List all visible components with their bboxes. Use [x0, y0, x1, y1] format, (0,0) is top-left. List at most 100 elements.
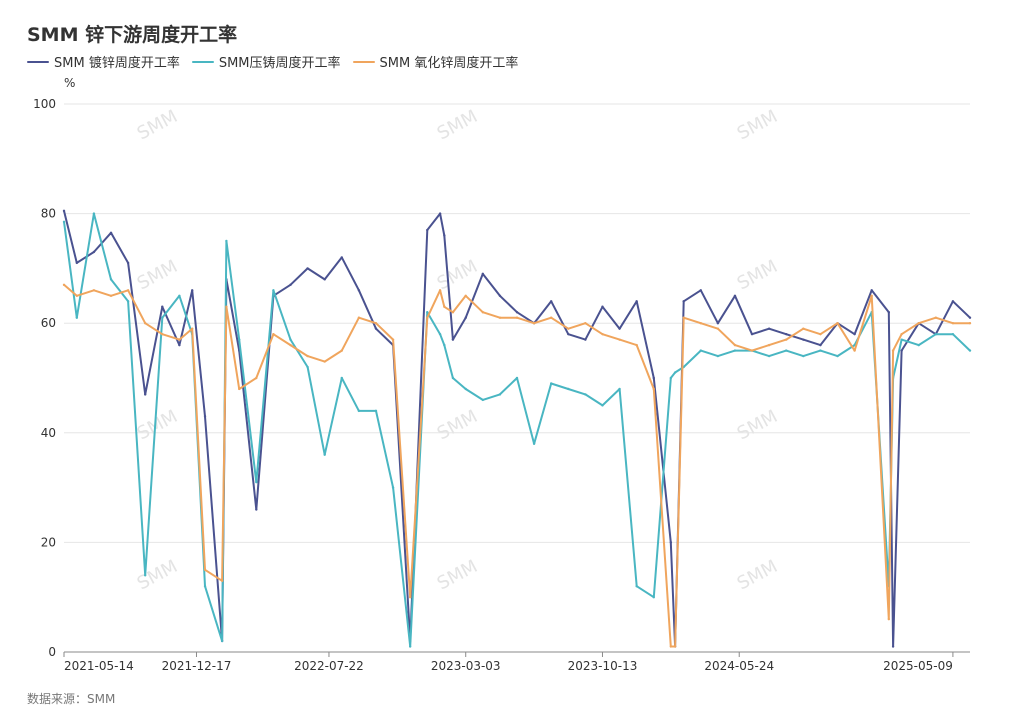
- data-point: [143, 393, 147, 396]
- data-point: [161, 316, 164, 319]
- data-point: [75, 294, 79, 297]
- data-point: [900, 332, 903, 336]
- data-point: [408, 596, 412, 599]
- data-point: [584, 393, 587, 396]
- y-axis-unit: %: [64, 76, 76, 90]
- y-tick-label: 40: [41, 426, 56, 440]
- data-point: [498, 294, 502, 297]
- data-point: [178, 294, 181, 297]
- y-tick-label: 80: [41, 207, 56, 221]
- data-point: [584, 338, 587, 341]
- data-point: [917, 322, 920, 325]
- legend-swatch-zinc-oxide: [352, 60, 375, 63]
- data-point: [802, 327, 805, 330]
- data-point: [601, 404, 604, 407]
- data-point: [126, 289, 130, 292]
- data-point: [238, 338, 241, 341]
- watermark: SMM: [134, 556, 181, 594]
- data-point: [549, 300, 553, 303]
- watermark: SMM: [734, 256, 781, 294]
- x-tick-label: 2021-05-14: [64, 659, 134, 673]
- legend-label-die-casting: SMM压铸周度开工率: [218, 56, 341, 71]
- watermark: SMM: [434, 556, 481, 594]
- data-point: [635, 300, 638, 303]
- data-point: [618, 327, 621, 330]
- x-tick-label: 2023-10-13: [568, 659, 638, 673]
- data-point: [191, 327, 194, 330]
- data-point: [289, 338, 292, 341]
- data-point: [143, 322, 147, 325]
- legend-item-die-casting[interactable]: SMM压铸周度开工率: [191, 52, 341, 71]
- data-point: [733, 349, 737, 352]
- legend-swatch-die-casting: [191, 60, 214, 63]
- watermark: SMM: [734, 406, 781, 444]
- data-point: [340, 349, 343, 352]
- data-point: [464, 316, 467, 319]
- data-point: [451, 311, 455, 314]
- data-point: [408, 645, 412, 648]
- legend-item-zinc-oxide[interactable]: SMM 氧化锌周度开工率: [352, 52, 518, 71]
- data-point: [323, 360, 326, 363]
- data-point: [652, 596, 655, 599]
- data-point: [374, 322, 378, 325]
- data-point: [968, 322, 972, 325]
- data-point: [203, 585, 207, 588]
- data-point: [464, 387, 467, 391]
- data-point: [716, 354, 720, 358]
- data-point: [438, 289, 442, 292]
- x-tick-label: 2023-03-03: [431, 659, 501, 673]
- data-point: [652, 376, 655, 380]
- data-point: [323, 278, 326, 281]
- data-point: [870, 294, 873, 297]
- data-point: [426, 316, 429, 319]
- data-point: [272, 289, 275, 292]
- data-point: [426, 311, 429, 314]
- data-point: [161, 305, 164, 308]
- data-point: [323, 453, 326, 456]
- data-point: [255, 480, 258, 484]
- data-source: 数据来源：SMM: [27, 692, 116, 706]
- data-point: [601, 332, 604, 336]
- data-point: [673, 371, 677, 374]
- data-point: [968, 349, 972, 352]
- x-tick-label: 2025-05-09: [883, 659, 953, 673]
- legend-item-galvanizing[interactable]: SMM 镀锌周度开工率: [27, 52, 180, 71]
- data-point: [836, 354, 839, 358]
- data-point: [109, 294, 113, 297]
- data-point: [340, 376, 343, 380]
- x-tick-label: 2021-12-17: [162, 659, 232, 673]
- data-point: [819, 343, 822, 347]
- series-1: [62, 212, 972, 648]
- data-point: [887, 311, 891, 314]
- series-2: [62, 283, 972, 648]
- data-point: [161, 332, 164, 336]
- watermark: SMM: [734, 106, 781, 144]
- data-point: [767, 343, 771, 347]
- data-point: [178, 338, 181, 341]
- data-point: [357, 316, 361, 319]
- data-point: [750, 332, 754, 336]
- data-point: [515, 311, 519, 314]
- data-point: [635, 343, 638, 347]
- data-point: [802, 338, 805, 341]
- data-point: [191, 289, 194, 292]
- data-point: [785, 338, 788, 341]
- data-point: [62, 283, 66, 287]
- y-tick-label: 60: [41, 316, 56, 330]
- data-point: [306, 365, 309, 369]
- data-point: [220, 639, 224, 643]
- data-point: [767, 327, 771, 330]
- data-point: [699, 322, 702, 325]
- watermark: SMM: [134, 406, 181, 444]
- data-point: [438, 212, 442, 215]
- data-point: [733, 343, 737, 347]
- data-point: [532, 322, 536, 325]
- series-0: [62, 209, 972, 648]
- data-point: [669, 541, 673, 544]
- data-point: [92, 250, 96, 254]
- data-point: [853, 349, 856, 352]
- data-point: [584, 322, 587, 325]
- watermark: SMM: [434, 406, 481, 444]
- data-point: [306, 354, 309, 358]
- data-point: [669, 376, 673, 380]
